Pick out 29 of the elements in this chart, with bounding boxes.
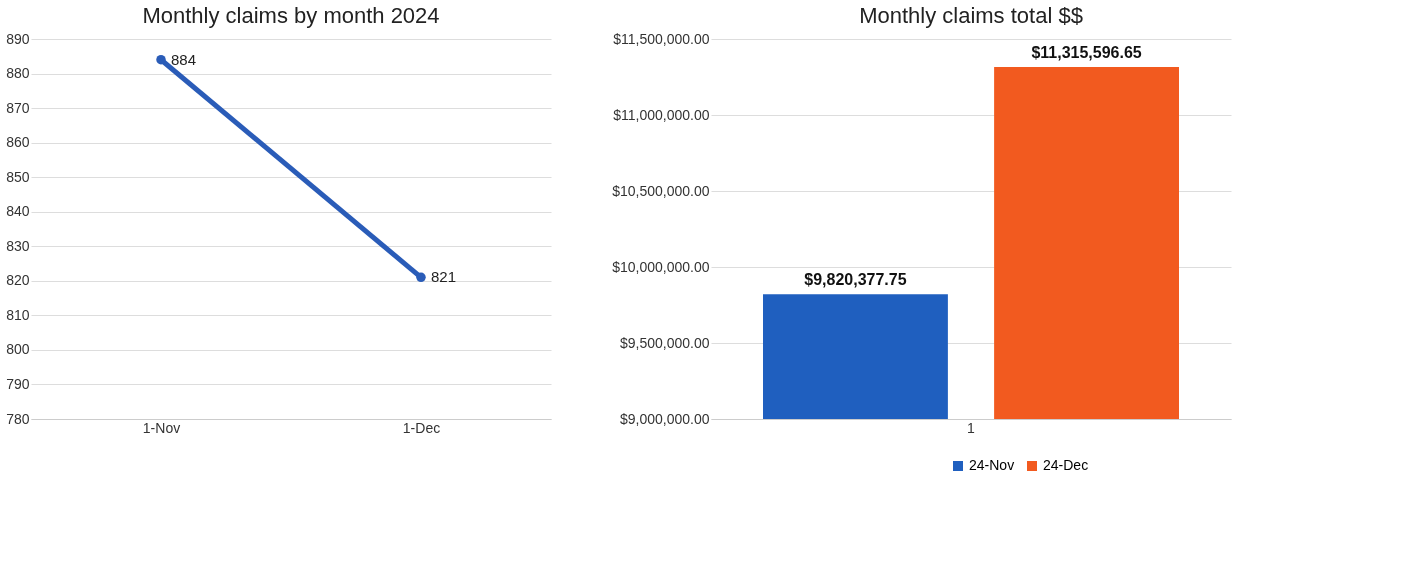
y-tick-label: 780 bbox=[6, 410, 30, 427]
legend-label: 24-Dec bbox=[1043, 457, 1089, 473]
y-tick-label: 850 bbox=[6, 168, 30, 185]
y-tick-label: $9,500,000.00 bbox=[619, 334, 710, 351]
y-tick-label: 820 bbox=[6, 272, 30, 289]
y-tick-label: $10,000,000.00 bbox=[612, 258, 710, 275]
x-tick-label: 1-Nov bbox=[142, 419, 181, 436]
x-tick-label: 1 bbox=[967, 419, 976, 436]
y-tick-label: 880 bbox=[6, 65, 30, 82]
y-tick-label: 840 bbox=[6, 203, 30, 220]
y-tick-label: $11,500,000.00 bbox=[613, 30, 710, 47]
y-tick-label: $10,500,000.00 bbox=[612, 182, 710, 199]
chart-title: Monthly claims total $$ bbox=[859, 3, 1083, 28]
data-label: 821 bbox=[431, 268, 457, 286]
data-label: $9,820,377.75 bbox=[804, 271, 907, 289]
y-tick-label: 890 bbox=[6, 30, 30, 47]
chart-title: Monthly claims by month 2024 bbox=[142, 3, 440, 28]
x-tick-label: 1-Dec bbox=[402, 419, 441, 436]
y-tick-label: 830 bbox=[6, 237, 30, 254]
data-label: 884 bbox=[171, 50, 197, 68]
y-tick-label: $11,000,000.00 bbox=[613, 106, 710, 123]
y-tick-label: 800 bbox=[6, 341, 30, 358]
y-tick-label: 810 bbox=[6, 306, 30, 323]
legend-label: 24-Nov bbox=[969, 457, 1015, 473]
data-label: $11,315,596.65 bbox=[1031, 44, 1142, 62]
y-tick-label: 790 bbox=[6, 375, 30, 392]
y-tick-label: 860 bbox=[6, 134, 30, 151]
y-tick-label: 870 bbox=[6, 99, 30, 116]
y-tick-label: $9,000,000.00 bbox=[619, 410, 710, 427]
